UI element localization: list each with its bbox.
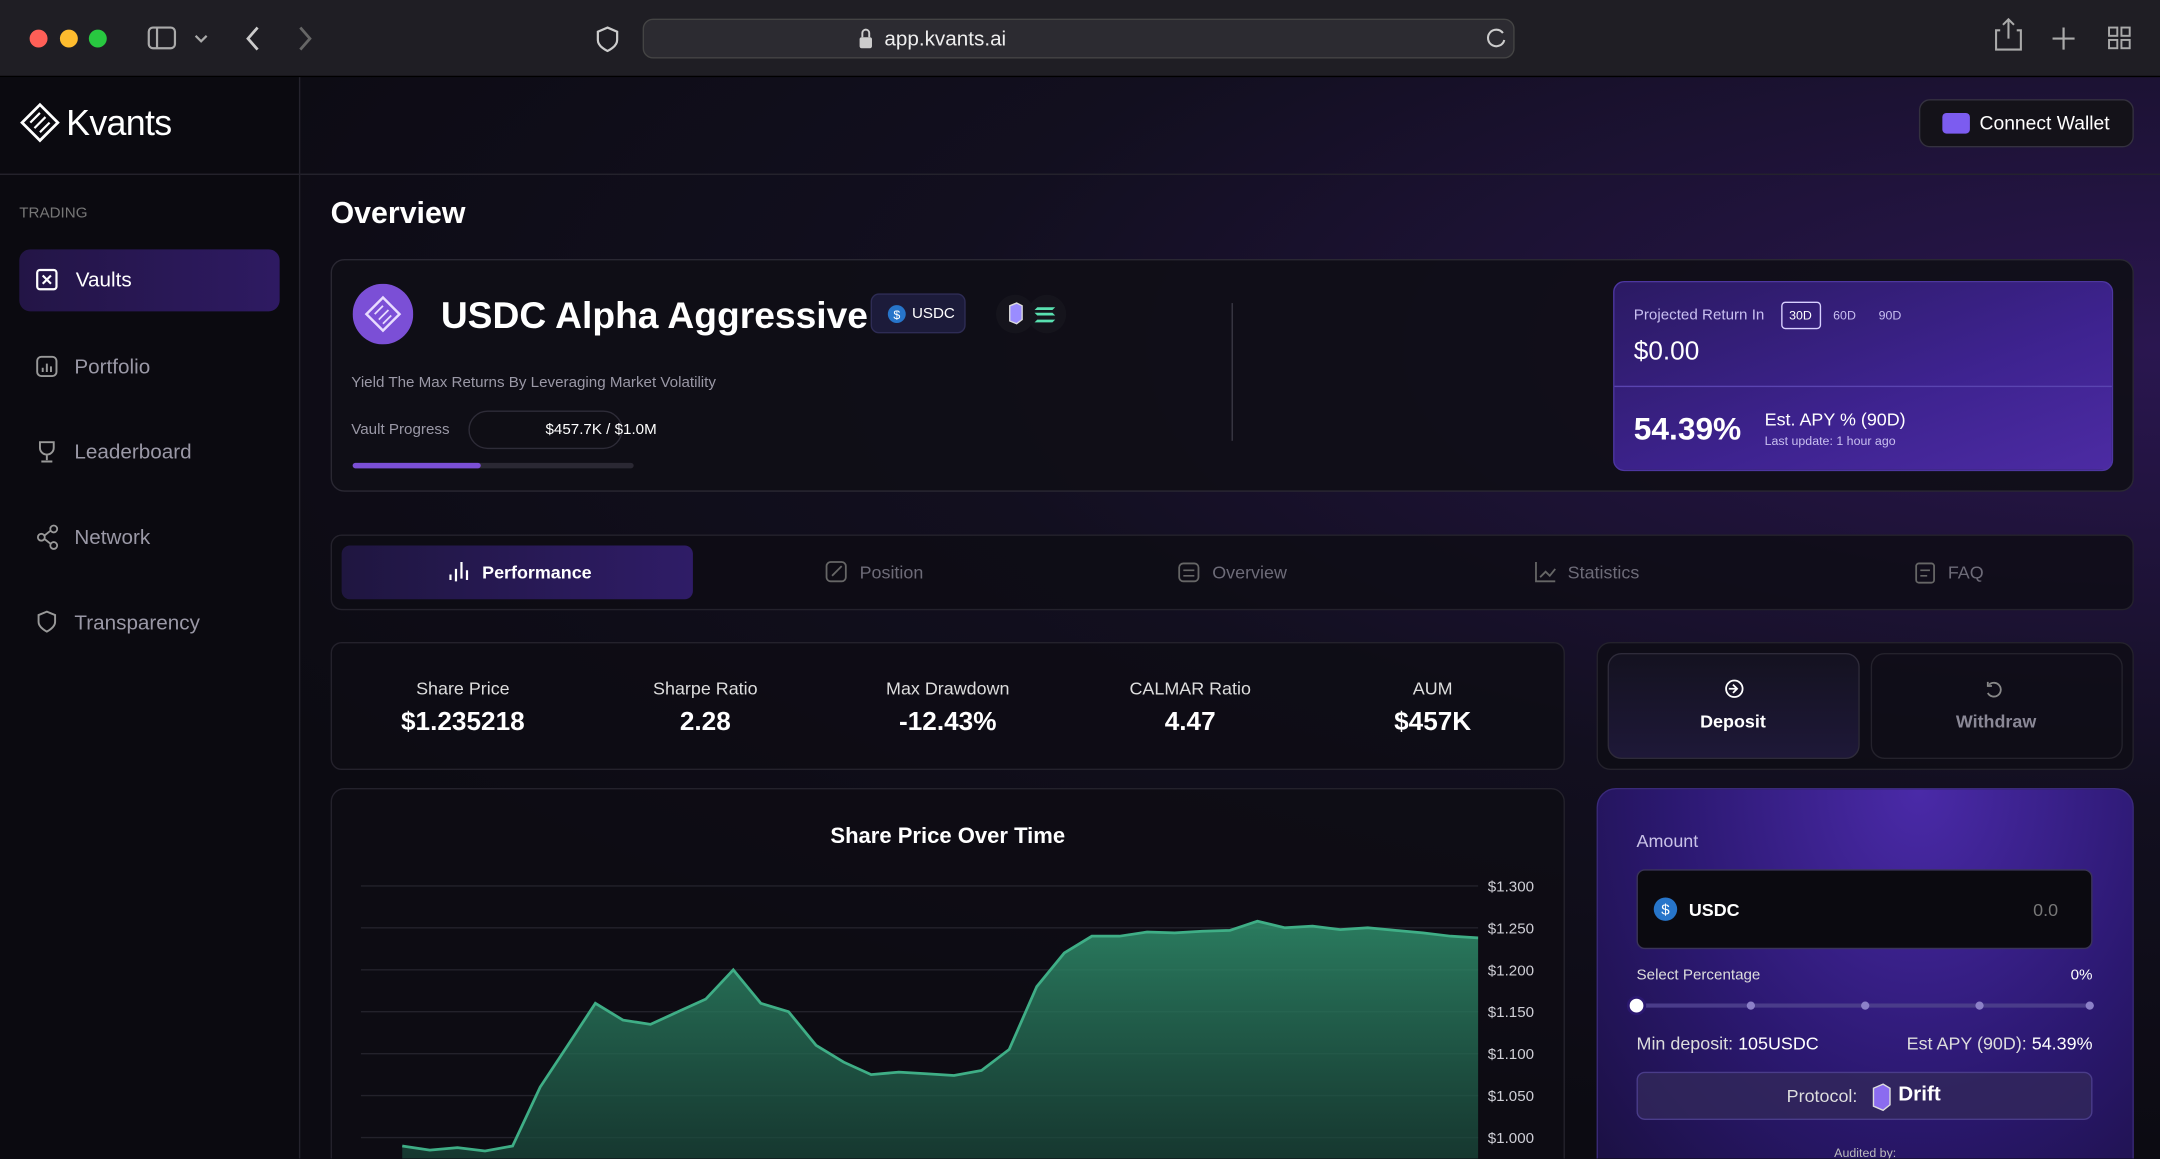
line	[402, 919, 1479, 1153]
vault-name: USDC Alpha Aggressive	[440, 294, 868, 337]
stat-label: CALMAR Ratio	[1129, 677, 1251, 699]
progress-track	[352, 462, 634, 469]
projected-amount: $0.00	[1633, 337, 1700, 367]
period-active[interactable]	[1781, 301, 1822, 330]
token-label: USDC	[911, 305, 955, 323]
stat-value: 2.28	[679, 708, 731, 737]
svg-text:$: $	[1661, 902, 1670, 919]
y-tick-label: $1.200	[1488, 962, 1534, 979]
progress-label: Vault Progress	[351, 421, 450, 439]
drift-icon	[1872, 1083, 1891, 1112]
nav-section: TRADING	[19, 205, 88, 222]
apy-label: Est. APY % (90D)	[1764, 409, 1906, 430]
min-deposit-label: Min deposit:	[1636, 1033, 1734, 1054]
min-deposit: Min deposit: 105USDC	[1637, 1033, 1819, 1054]
audited-label: Audited by:	[1834, 1146, 1897, 1159]
stats-card	[330, 641, 1565, 771]
tab[interactable]: Overview	[1212, 562, 1287, 583]
y-tick-label: $1.300	[1488, 878, 1534, 895]
nav-item[interactable]: Portfolio	[74, 355, 151, 379]
apy-value: 54.39%	[1633, 410, 1742, 447]
browser-icons	[29, 17, 2131, 59]
protocol-icons	[995, 294, 1067, 334]
projected-label: Projected Return In	[1633, 307, 1765, 324]
stat-value: $457K	[1394, 708, 1472, 737]
nav-icons	[36, 268, 59, 633]
progress-chip	[468, 410, 623, 450]
period-option[interactable]: 60D	[1833, 308, 1856, 323]
page-title: Overview	[330, 195, 466, 231]
est-apy-value: 54.39%	[2031, 1033, 2093, 1054]
percent-slider[interactable]	[1626, 993, 2103, 1018]
vault-icon	[352, 283, 414, 345]
protocol-label: Protocol:	[1786, 1085, 1858, 1107]
wallet-icon	[1942, 112, 1970, 134]
stat-value: 4.47	[1164, 708, 1216, 737]
apy-updated: Last update: 1 hour ago	[1764, 433, 1896, 448]
svg-text:$: $	[893, 308, 900, 322]
action-label[interactable]: Withdraw	[1955, 710, 2037, 732]
header-divider	[300, 173, 2160, 175]
url[interactable]: app.kvants.ai	[884, 27, 1007, 51]
divider	[1231, 303, 1233, 441]
amount-label: Amount	[1636, 830, 1699, 852]
chart: Share Price Over Time $1.000 $1.050 $1.100…	[360, 823, 1534, 1159]
stat-label: Sharpe Ratio	[653, 677, 758, 699]
action-icons	[1725, 679, 2002, 698]
tab-icons	[449, 561, 1935, 584]
select-label: Select Percentage	[1636, 967, 1761, 984]
percent-value: 0%	[2070, 967, 2093, 984]
period-option[interactable]: 30D	[1789, 308, 1812, 323]
input-token: USDC	[1688, 899, 1740, 921]
protocol-name: Drift	[1898, 1082, 1941, 1107]
nav-active-bg	[19, 249, 280, 312]
action-label[interactable]: Deposit	[1700, 710, 1766, 732]
y-tick-label: $1.150	[1488, 1004, 1534, 1021]
y-tick-label: $1.100	[1488, 1046, 1534, 1063]
stat-value: $1.235218	[400, 708, 525, 737]
stat-label: Max Drawdown	[886, 677, 1010, 699]
connect-wallet-button[interactable]	[1918, 99, 2134, 148]
nav-item[interactable]: Leaderboard	[74, 440, 192, 465]
y-tick-label: $1.050	[1488, 1088, 1534, 1105]
min-deposit-value: 105USDC	[1738, 1033, 1819, 1054]
usdc-icon: $	[887, 305, 906, 324]
tab[interactable]: FAQ	[1947, 562, 1984, 583]
token-chip	[870, 293, 966, 334]
tab[interactable]: Position	[859, 562, 924, 583]
progress-fill	[352, 462, 481, 469]
withdraw-button[interactable]	[1870, 652, 2123, 760]
header-divider	[0, 173, 301, 175]
area	[402, 921, 1479, 1159]
stat-label: AUM	[1412, 677, 1453, 699]
deposit-button[interactable]	[1607, 652, 1860, 760]
logo-icon	[20, 102, 60, 143]
vault-tagline: Yield The Max Returns By Leveraging Mark…	[351, 374, 716, 392]
period-option[interactable]: 90D	[1878, 308, 1902, 323]
nav-item[interactable]: Transparency	[74, 611, 200, 636]
progress-text: $457.7K / $1.0M	[545, 421, 657, 439]
y-tick-label: $1.000	[1488, 1130, 1534, 1147]
stat-label: Share Price	[416, 677, 510, 699]
est-apy-label: Est APY (90D):	[1906, 1033, 2027, 1054]
protocol-button[interactable]	[1636, 1071, 2093, 1120]
tab-active-bg	[341, 545, 693, 600]
nav-item[interactable]: Vaults	[75, 268, 132, 293]
usdc-icon: $	[1653, 897, 1678, 921]
connect-wallet-label[interactable]: Connect Wallet	[1979, 111, 2110, 134]
stat-value: -12.43%	[899, 708, 997, 737]
y-tick-label: $1.250	[1488, 920, 1534, 937]
input-placeholder[interactable]: 0.0	[2033, 899, 2059, 921]
chart-title: Share Price Over Time	[830, 823, 1065, 848]
tab[interactable]: Statistics	[1567, 562, 1640, 583]
nav-item[interactable]: Network	[74, 526, 151, 550]
est-apy: Est APY (90D): 54.39%	[1907, 1033, 2093, 1054]
tab[interactable]: Performance	[482, 562, 592, 583]
projected-panel	[1613, 281, 2114, 472]
brand[interactable]: Kvants	[66, 101, 172, 144]
amount-input[interactable]	[1636, 869, 2093, 950]
divider	[1614, 385, 2112, 388]
